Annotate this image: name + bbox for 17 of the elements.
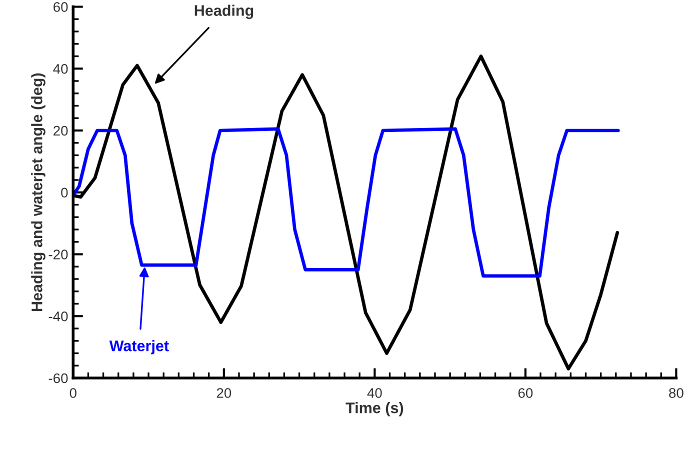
x-tick-label: 60 <box>518 388 533 398</box>
y-tick-label: 0 <box>61 188 68 198</box>
y-tick-label: 40 <box>53 64 68 74</box>
y-tick-label: 60 <box>54 2 68 12</box>
x-tick-label: 20 <box>216 388 232 398</box>
x-tick-label: 80 <box>669 388 684 398</box>
y-tick-label: -40 <box>48 311 68 322</box>
x-axis-title: Time (s) <box>346 402 404 416</box>
x-tick-label: 40 <box>367 388 382 398</box>
line-series <box>73 127 620 278</box>
y-axis-title: Heading and waterjet angle (deg) <box>31 73 46 312</box>
y-tick-label: 20 <box>54 126 68 136</box>
x-tick-label: 0 <box>70 388 76 398</box>
y-tick-label: -20 <box>48 250 68 260</box>
annotation: Waterjet <box>109 340 169 354</box>
annotation: Heading <box>194 4 254 20</box>
y-tick-label: -60 <box>48 373 68 384</box>
